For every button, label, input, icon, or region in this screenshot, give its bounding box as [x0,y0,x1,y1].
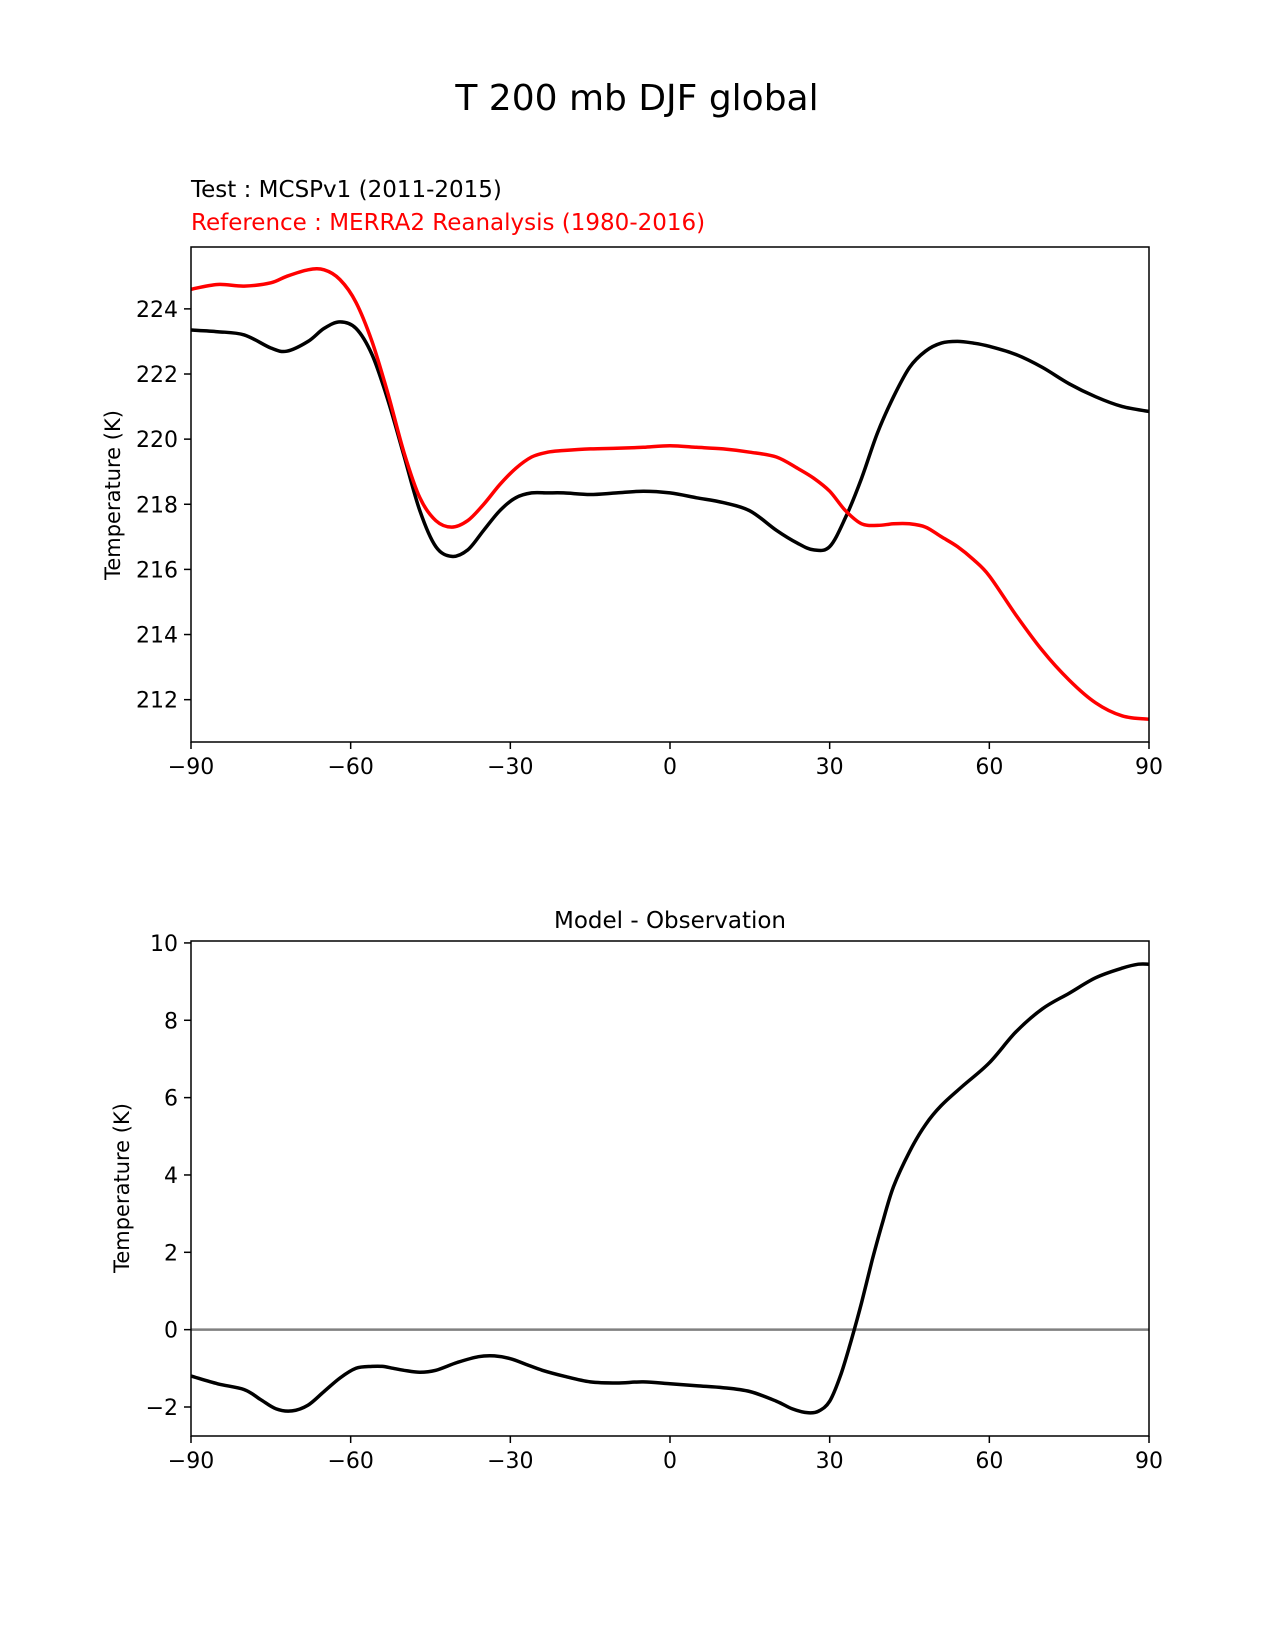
bottom-axes-frame [190,940,1150,1437]
bottom-y-tick-label: 4 [164,1164,178,1189]
top-y-tick-label: 212 [136,689,178,714]
bottom-panel: Model - Observation −90 −60 −30 0 30 60 90 −2 0… [110,908,1163,1474]
bottom-y-tick-label: −2 [146,1396,178,1421]
bottom-x-tick-label: 60 [975,1449,1003,1474]
bottom-x-tick-label: −30 [487,1449,533,1474]
bottom-y-tick-label: 6 [164,1087,178,1112]
bottom-x-axis: −90 −60 −30 0 30 60 90 [168,1436,1163,1474]
top-y-tick-label: 224 [136,298,178,323]
bottom-y-tick-label: 8 [164,1009,178,1034]
top-x-tick-label: −60 [327,755,373,780]
bottom-y-tick-label: 0 [164,1319,178,1344]
bottom-series-line-0 [190,962,1150,1415]
bottom-y-axis-label: Temperature (K) [110,1103,134,1274]
reference-label: Reference : MERRA2 Reanalysis (1980-2016… [191,210,705,236]
bottom-x-tick-label: −60 [327,1449,373,1474]
top-x-axis: −90 −60 −30 0 30 60 90 [168,742,1163,780]
top-y-tick-label: 220 [136,428,178,453]
figure-title: T 200 mb DJF global [454,78,818,119]
top-x-tick-label: 90 [1135,755,1163,780]
top-series-group [190,267,1150,721]
bottom-chart-title: Model - Observation [554,908,786,934]
top-y-tick-label: 216 [136,558,178,583]
top-y-axis-label: Temperature (K) [101,410,125,581]
top-y-tick-label: 218 [136,493,178,518]
bottom-y-axis: −2 0 2 4 6 8 10 [146,932,191,1421]
top-x-tick-label: 0 [663,755,677,780]
bottom-x-tick-label: 90 [1135,1449,1163,1474]
test-label: Test : MCSPv1 (2011-2015) [190,177,502,203]
bottom-x-tick-label: 30 [816,1449,844,1474]
top-x-tick-label: −30 [487,755,533,780]
top-panel: Test : MCSPv1 (2011-2015) Reference : ME… [101,177,1163,780]
top-x-tick-label: −90 [168,755,214,780]
bottom-x-tick-label: 0 [663,1449,677,1474]
top-x-tick-label: 60 [975,755,1003,780]
top-y-tick-label: 222 [136,363,178,388]
bottom-x-tick-label: −90 [168,1449,214,1474]
top-y-tick-label: 214 [136,624,178,649]
bottom-y-tick-label: 10 [150,932,178,957]
bottom-y-tick-label: 2 [164,1241,178,1266]
top-series-line-0 [190,320,1150,559]
bottom-series-group [190,962,1150,1415]
top-y-axis: 212 214 216 218 220 222 224 [136,298,191,714]
top-x-tick-label: 30 [816,755,844,780]
top-series-line-1 [190,267,1150,721]
